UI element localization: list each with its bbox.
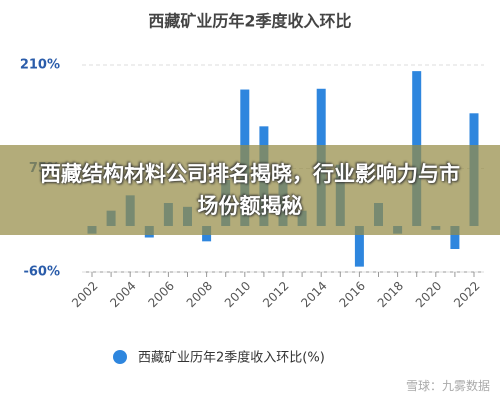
x-tick-label: 2008 bbox=[184, 279, 215, 310]
watermark: 雪球：九雾数据 bbox=[405, 379, 490, 393]
x-tick-label: 2018 bbox=[375, 279, 406, 310]
bar bbox=[450, 226, 460, 249]
x-tick-label: 2016 bbox=[336, 279, 367, 310]
x-tick-label: 2014 bbox=[298, 279, 329, 310]
legend-label: 西藏矿业历年2季度收入环比(%) bbox=[138, 350, 325, 366]
chart-title: 西藏矿业历年2季度收入环比 bbox=[148, 12, 351, 31]
x-tick-label: 2012 bbox=[260, 279, 291, 310]
legend-marker bbox=[113, 350, 127, 364]
headline: 西藏结构材料公司排名揭晓，行业影响力与市场份额揭秘 bbox=[40, 162, 460, 218]
x-tick-label: 2004 bbox=[107, 279, 138, 310]
x-tick-label: 2022 bbox=[451, 279, 482, 310]
x-tick-label: 2002 bbox=[69, 279, 100, 310]
x-tick-label: 2006 bbox=[145, 279, 176, 310]
x-tick-label: 2020 bbox=[413, 279, 444, 310]
overlay-banner: 西藏结构材料公司排名揭晓，行业影响力与市场份额揭秘 bbox=[0, 145, 500, 235]
bar bbox=[354, 226, 364, 267]
x-tick-label: 2010 bbox=[222, 279, 253, 310]
y-tick-label: -60% bbox=[23, 265, 60, 280]
y-tick-label: 210% bbox=[20, 58, 60, 73]
